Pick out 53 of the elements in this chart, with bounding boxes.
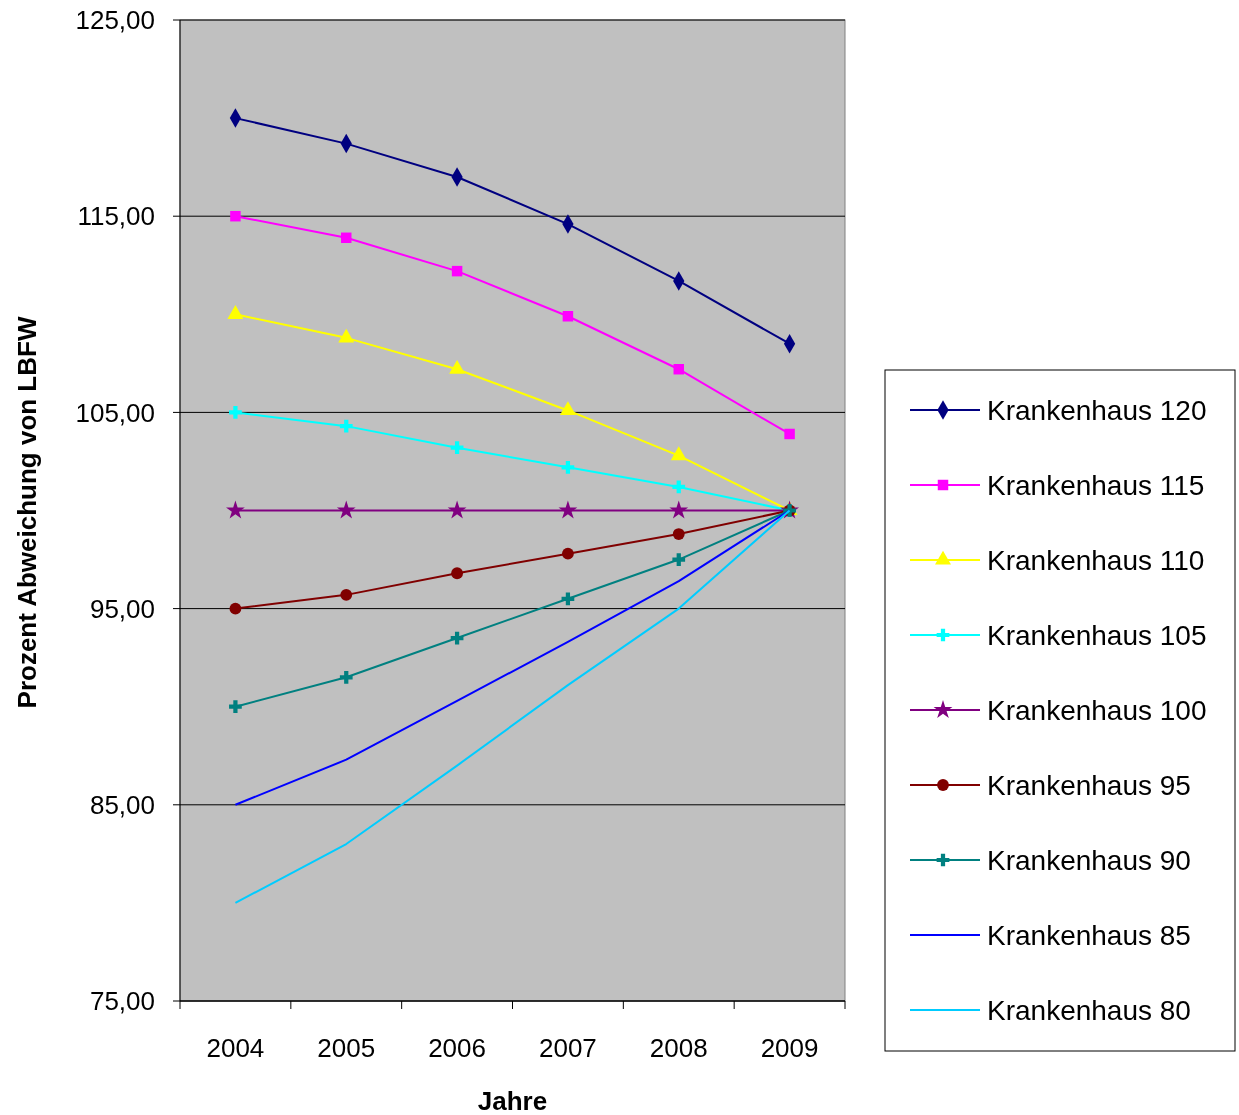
y-tick-label: 75,00	[89, 986, 155, 1017]
point	[229, 700, 242, 714]
point	[449, 360, 466, 374]
legend-label: Krankenhaus 110	[987, 544, 1205, 576]
point	[561, 592, 575, 606]
legend-label: Krankenhaus 120	[987, 394, 1207, 426]
legend-label: Krankenhaus 80	[987, 994, 1191, 1026]
point	[672, 553, 686, 566]
x-tick-label: 2007	[538, 1033, 597, 1063]
legend-label: Krankenhaus 90	[987, 844, 1191, 876]
point	[451, 265, 463, 277]
point	[451, 567, 463, 580]
point	[558, 500, 578, 519]
point	[784, 428, 795, 440]
point	[670, 446, 687, 461]
x-tick-label: 2009	[760, 1033, 819, 1063]
legend-label: Krankenhaus 85	[987, 919, 1191, 951]
point	[559, 401, 576, 416]
y-axis-title: Prozent Abweichung von LBFW	[12, 316, 42, 709]
point	[339, 670, 353, 684]
y-tick-label: 105,00	[75, 397, 155, 428]
x-tick-label: 2005	[317, 1033, 376, 1063]
legend-label: Krankenhaus 105	[987, 619, 1207, 651]
point	[669, 500, 689, 519]
point	[672, 528, 685, 540]
point	[336, 500, 356, 519]
x-tick-label: 2008	[649, 1033, 708, 1063]
point	[341, 232, 352, 244]
legend-label: Krankenhaus 95	[987, 769, 1191, 801]
x-axis-title: Jahre	[477, 1086, 548, 1115]
x-tick-label: 2006	[428, 1033, 487, 1063]
y-tick-label: 85,00	[89, 789, 155, 820]
point	[226, 500, 245, 519]
point	[673, 363, 684, 375]
legend-label: Krankenhaus 115	[987, 469, 1205, 501]
point	[447, 500, 467, 519]
y-tick-label: 95,00	[89, 593, 155, 624]
point	[338, 328, 355, 343]
y-tick-label: 115,00	[77, 201, 155, 232]
point	[672, 480, 686, 494]
point	[561, 460, 575, 474]
point	[562, 547, 574, 560]
point	[339, 419, 353, 433]
point	[230, 210, 241, 222]
y-tick-label: 125,00	[75, 5, 155, 36]
legend-label: Krankenhaus 100	[987, 694, 1207, 726]
point	[562, 311, 574, 322]
x-tick-label: 2004	[206, 1033, 265, 1063]
point	[229, 602, 242, 615]
point	[227, 305, 244, 319]
point	[340, 588, 353, 601]
point	[450, 441, 464, 455]
point	[229, 406, 242, 419]
